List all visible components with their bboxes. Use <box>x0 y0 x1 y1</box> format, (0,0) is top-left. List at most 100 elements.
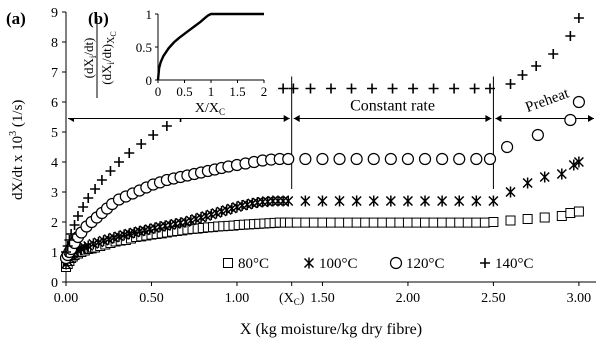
data-point <box>522 177 533 189</box>
x-tick-label: 0.50 <box>139 291 164 306</box>
legend-item: 100°C <box>303 256 358 272</box>
data-point <box>326 83 336 94</box>
data-point <box>333 152 346 166</box>
y-tick-label: 9 <box>51 6 58 21</box>
data-point <box>300 195 311 207</box>
inset-ylab-den-sub: i <box>106 61 116 64</box>
legend: 80°C 100°C 120°C 140°C <box>223 256 534 272</box>
data-point <box>531 61 542 71</box>
inset-x-tick-label: 1.5 <box>229 84 245 99</box>
legend-marker <box>223 258 233 268</box>
y-axis-label: dX/dt x 103 (1/s) <box>8 100 26 200</box>
data-point <box>539 212 550 223</box>
inset-x-tick-label: 1 <box>208 84 215 99</box>
data-point <box>420 217 431 228</box>
legend-label: 120°C <box>406 256 445 272</box>
data-point <box>402 217 413 228</box>
data-point <box>402 195 413 207</box>
xc-tick-sub: C <box>294 297 300 307</box>
data-point <box>83 240 94 252</box>
data-point <box>471 195 482 207</box>
arrow-head <box>588 115 594 122</box>
inset-ylab-den-rest: /dt) <box>99 44 114 62</box>
data-point <box>299 152 312 166</box>
y-tick-label: 2 <box>51 216 58 231</box>
x-axis-label: X (kg moisture/kg dry fibre) <box>240 321 422 338</box>
data-point <box>564 113 577 127</box>
xc-tick-main: (X <box>279 291 294 306</box>
data-point <box>62 241 73 251</box>
data-point <box>72 211 83 221</box>
data-point <box>436 152 449 166</box>
x-tick-label: 2.00 <box>396 291 421 306</box>
data-point <box>351 195 362 207</box>
inset-ylab-den-tail-sub: C <box>109 31 118 36</box>
data-point <box>568 159 579 171</box>
data-point <box>454 217 465 228</box>
data-point <box>66 229 77 239</box>
data-point <box>485 83 495 94</box>
data-point <box>531 128 544 142</box>
data-point <box>78 202 89 212</box>
data-point <box>161 121 172 131</box>
data-point <box>283 195 294 207</box>
x-tick-label: (XC) <box>279 291 305 307</box>
data-point <box>124 148 135 158</box>
x-tick-label: 0.00 <box>54 291 79 306</box>
x-tick-label: 3.00 <box>567 291 592 306</box>
data-point <box>394 217 405 228</box>
data-point <box>556 211 567 221</box>
legend-marker <box>480 258 490 268</box>
data-point <box>384 152 397 166</box>
data-point <box>453 152 466 166</box>
data-point <box>148 130 159 140</box>
y-axis-label-main: dX/dt x 10 <box>10 136 26 200</box>
data-point <box>573 13 584 23</box>
data-point <box>317 217 328 228</box>
legend-item: 120°C <box>389 256 445 272</box>
data-point <box>488 217 499 227</box>
inset-ylab-num-sub: i <box>88 55 98 58</box>
data-point <box>334 195 345 207</box>
inset-y-label-numerator: (dXi/dt) <box>81 38 98 79</box>
series-square <box>61 206 584 272</box>
data-point <box>346 83 357 94</box>
inset-x-tick-label: 0 <box>155 84 162 99</box>
data-point <box>317 195 328 207</box>
data-point <box>462 217 473 228</box>
data-point <box>445 217 456 228</box>
inset-x-tick-label: 0.5 <box>176 84 192 99</box>
data-point <box>343 217 354 228</box>
inset-y-label: (dXi/dt) (dXi/dt)XC <box>81 18 118 98</box>
data-point <box>505 215 516 226</box>
data-point <box>368 217 379 228</box>
data-point <box>505 79 516 89</box>
data-point <box>469 83 480 94</box>
data-point <box>471 217 482 228</box>
panel-b-label: (b) <box>88 9 109 28</box>
inset-y-tick-label: 1 <box>146 7 153 22</box>
data-point <box>105 166 116 176</box>
inset-background <box>68 0 276 118</box>
inset-ylab-num-rest: /dt) <box>81 38 96 56</box>
inset-x-label-main: X/X <box>195 101 219 116</box>
data-point <box>454 195 465 207</box>
data-point <box>483 152 497 166</box>
data-point <box>411 217 422 228</box>
x-tick-label: 1.00 <box>225 291 250 306</box>
data-point <box>288 83 299 94</box>
data-point <box>377 217 388 228</box>
inset-x-label-sub: C <box>219 107 225 117</box>
data-point <box>548 49 559 59</box>
inset-x-tick-label: 2 <box>261 84 268 99</box>
data-point <box>282 152 295 166</box>
inset-y-tick-label: 0.5 <box>136 40 152 55</box>
data-point <box>367 83 378 94</box>
legend-label: 80°C <box>238 256 269 272</box>
inset-ylab-den-tail: X <box>106 36 117 44</box>
y-axis-label-exp: 3 <box>8 131 19 136</box>
data-point <box>278 83 289 94</box>
region-label: Preheat <box>523 85 572 116</box>
data-point <box>300 217 311 228</box>
